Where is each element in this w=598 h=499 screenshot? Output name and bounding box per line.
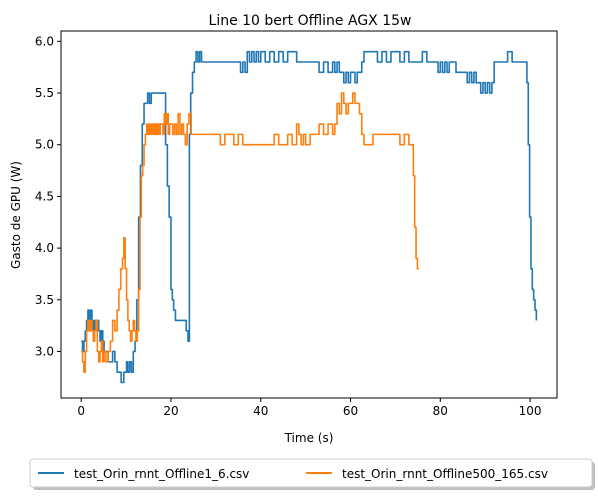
x-tick-label: 80 [433, 404, 448, 418]
x-tick-label: 100 [519, 404, 542, 418]
x-tick-label: 20 [163, 404, 178, 418]
series-line-1 [81, 50, 538, 384]
y-axis-label: Gasto de GPU (W) [9, 161, 23, 269]
axes-frame [60, 30, 558, 399]
y-tick-label: 5.5 [35, 86, 54, 100]
y-tick-label: 4.5 [35, 189, 54, 203]
legend: test_Orin_rnnt_Offline1_6.csv test_Orin_r… [29, 458, 595, 490]
y-tick-label: 3.0 [35, 344, 54, 358]
legend-label-2: test_Orin_rnnt_Offline500_165.csv [342, 467, 548, 481]
x-tick-label: 0 [77, 404, 85, 418]
y-tick-label: 4.0 [35, 241, 54, 255]
x-axis: 0 20 40 60 80 100 [77, 398, 542, 418]
x-axis-label: Time (s) [284, 431, 334, 445]
x-tick-label: 60 [343, 404, 358, 418]
legend-label-1: test_Orin_rnnt_Offline1_6.csv [74, 467, 249, 481]
y-axis: 3.0 3.5 4.0 4.5 5.0 5.5 6.0 [35, 34, 61, 358]
chart-title: Line 10 bert Offline AGX 15w [209, 13, 412, 29]
series-line-2 [81, 92, 419, 373]
y-tick-label: 6.0 [35, 34, 54, 48]
y-tick-label: 5.0 [35, 138, 54, 152]
plot-area [81, 50, 538, 384]
y-tick-label: 3.5 [35, 293, 54, 307]
x-tick-label: 40 [253, 404, 268, 418]
